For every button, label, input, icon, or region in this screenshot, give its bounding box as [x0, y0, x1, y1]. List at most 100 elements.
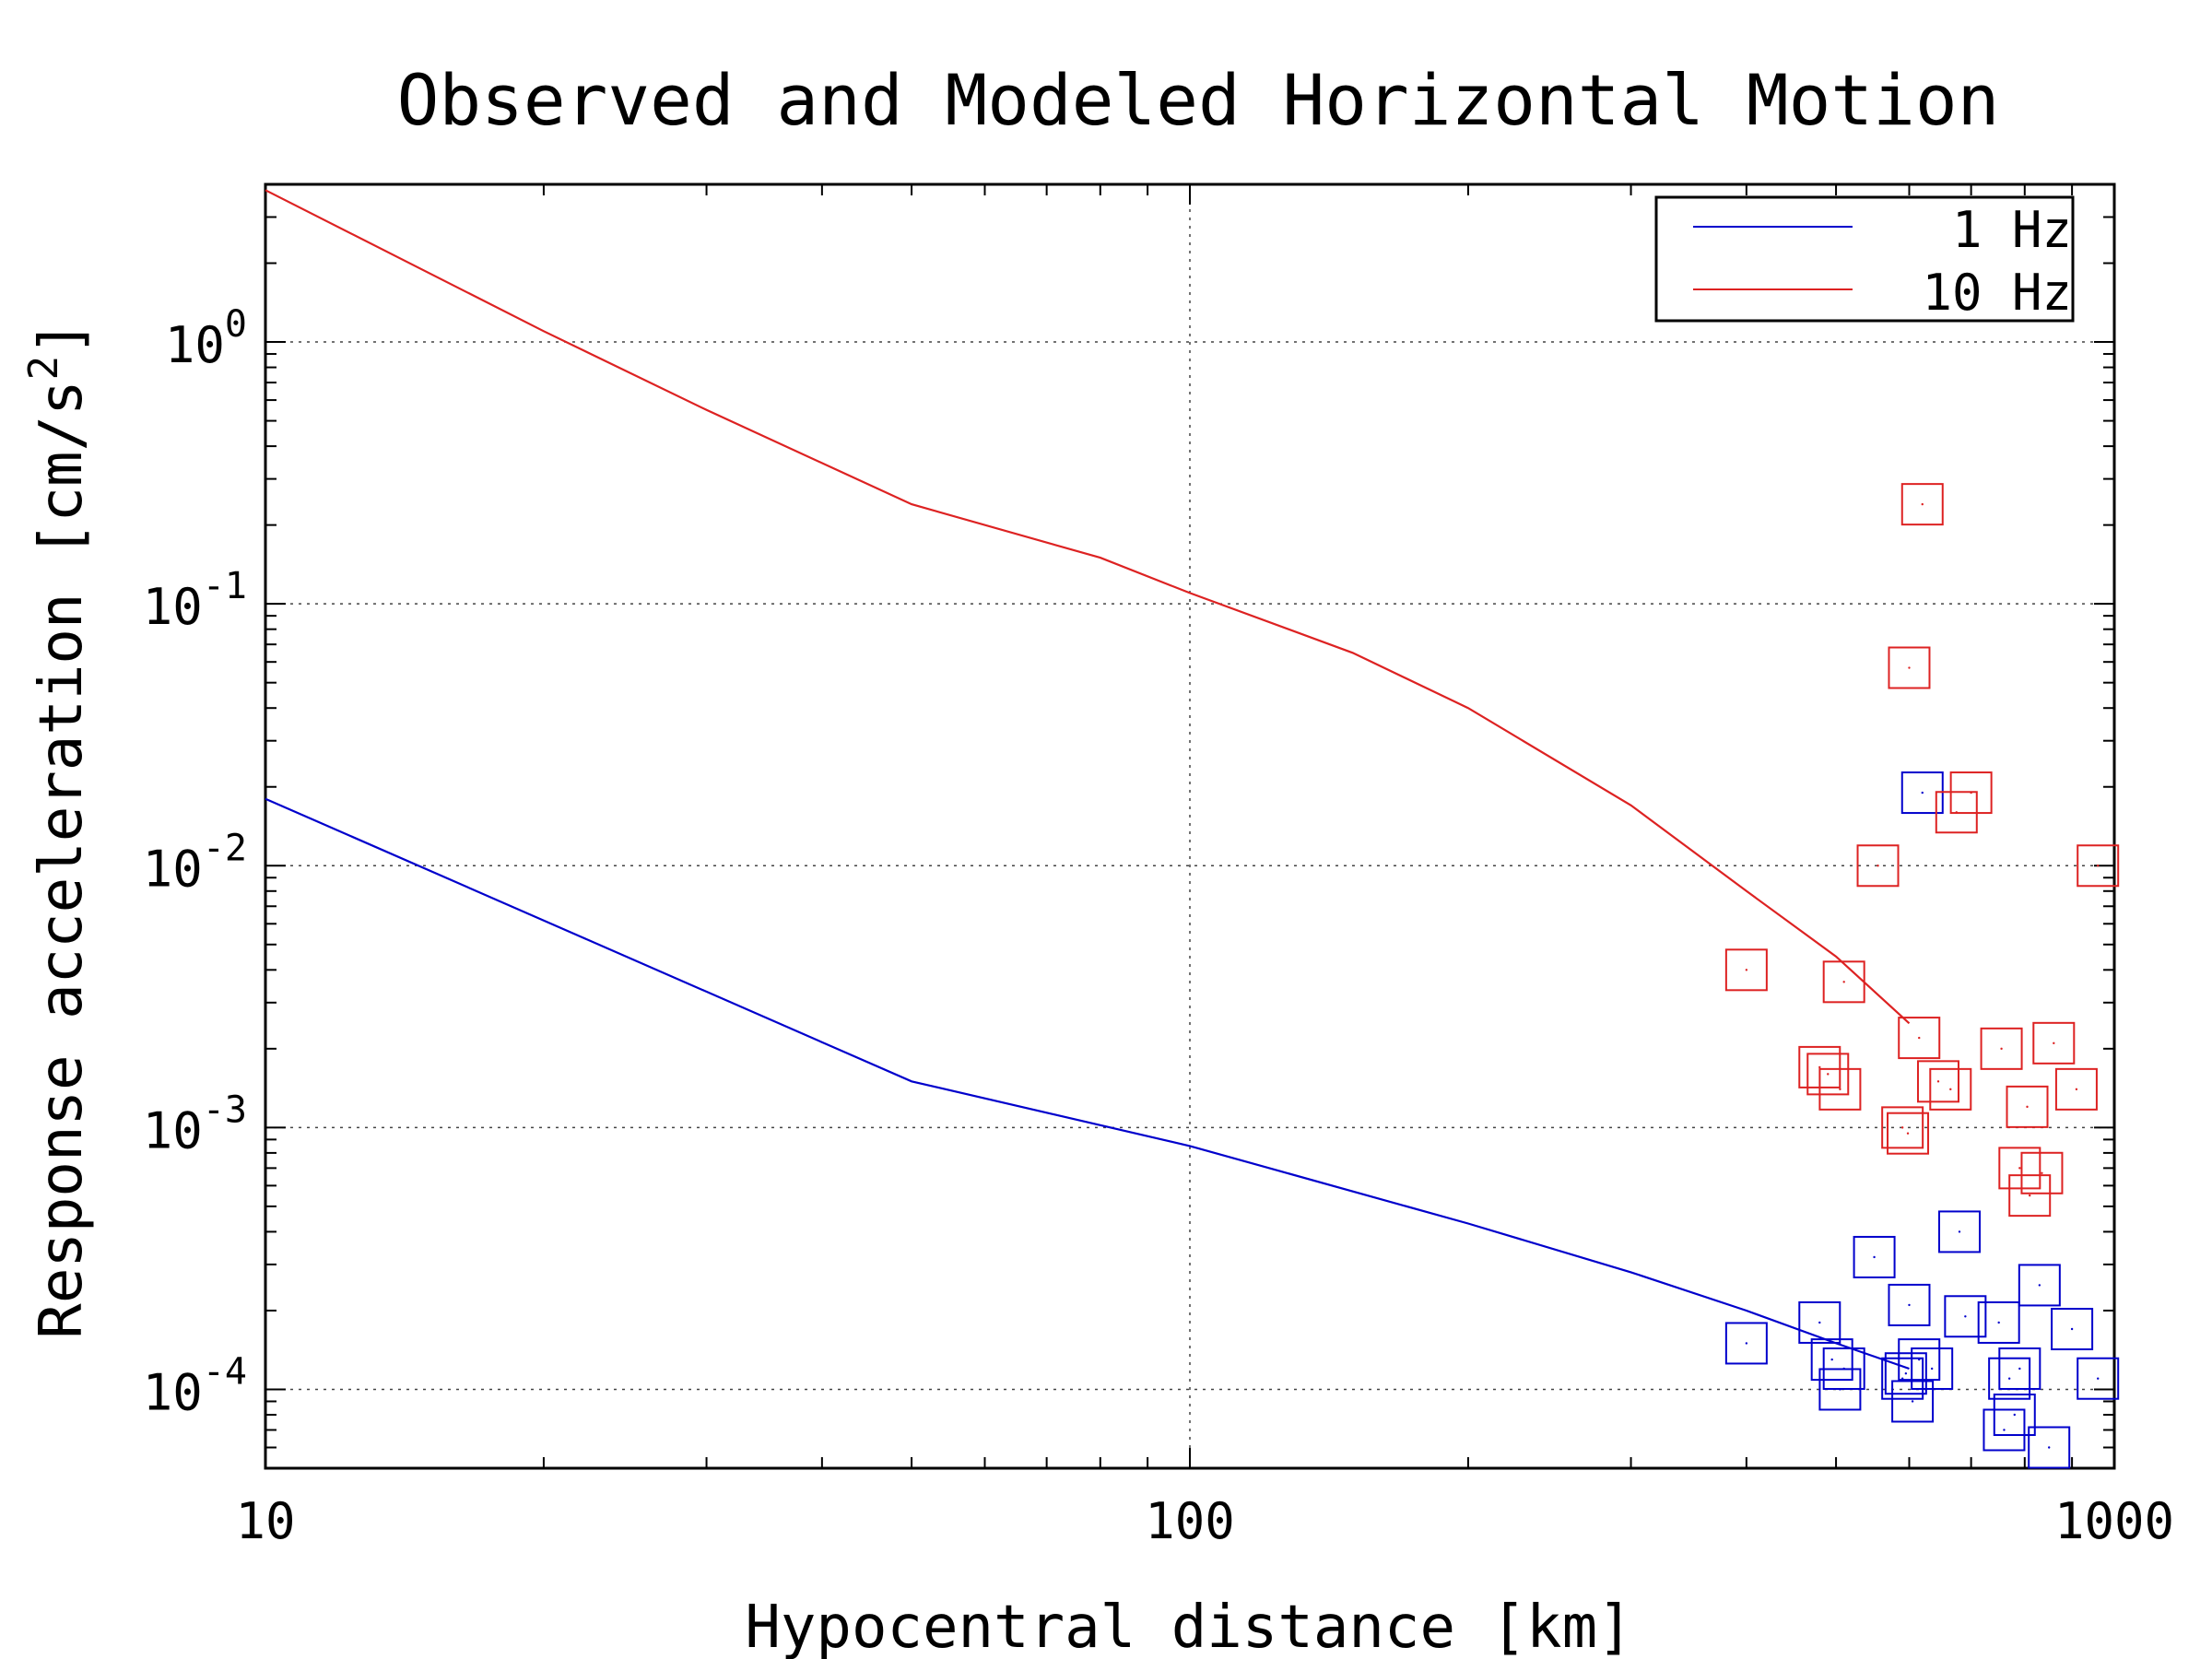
observed-point-center — [2018, 1167, 2021, 1170]
observed-point-center — [1830, 1358, 1833, 1361]
chart-title: Observed and Modeled Horizontal Motion — [397, 59, 2000, 141]
observed-point-center — [2018, 1367, 2021, 1371]
observed-point-center — [2007, 1377, 2011, 1380]
axis-ticks — [265, 183, 2114, 1469]
observed-point-center — [1818, 1065, 1821, 1069]
legend-label-10hz: 10 Hz — [1922, 264, 2072, 322]
y-tick-base: 10 — [143, 840, 203, 898]
observed-point-center — [1908, 1303, 1911, 1307]
observed-point-center — [2029, 1194, 2031, 1197]
observed-point — [2028, 1426, 2071, 1469]
observed-point — [1898, 1017, 1941, 1060]
observed-point — [1822, 1347, 1865, 1390]
legend-label-1hz: 1 Hz — [1952, 201, 2072, 259]
y-axis-label-main: Response acceleration [cm/s — [28, 380, 96, 1338]
observed-point — [1798, 1300, 1841, 1344]
x-axis-label: Hypocentral distance [km] — [745, 1594, 1632, 1659]
series-layer — [265, 189, 2120, 1469]
observed-point-center — [1906, 1132, 1910, 1135]
observed-point-center — [1842, 1367, 1845, 1371]
y-tick-label: 10-4 — [143, 1350, 247, 1421]
observed-point-center — [1911, 1400, 1914, 1403]
observed-point-center — [2013, 1413, 2016, 1417]
observed-point-center — [2053, 1041, 2055, 1045]
observed-point-center — [2075, 1088, 2078, 1091]
observed-point-center — [2070, 1327, 2074, 1331]
observed-point-center — [1745, 1342, 1748, 1345]
observed-point-center — [1900, 1126, 1904, 1129]
observed-point — [1988, 1357, 2031, 1400]
observed-point-center — [1949, 1088, 1952, 1091]
observed-point-center — [1930, 1367, 1934, 1371]
observed-point-center — [1827, 1073, 1830, 1076]
observed-point — [1724, 948, 1768, 992]
observed-point — [1887, 1112, 1930, 1155]
legend-box — [1654, 195, 2075, 323]
observed-point — [1911, 1347, 1954, 1390]
observed-point — [1993, 1394, 2036, 1437]
observed-point — [1900, 483, 1944, 526]
observed-point-center — [1936, 1080, 1940, 1083]
observed-point — [2020, 1151, 2064, 1194]
observed-point-center — [1839, 1088, 1841, 1091]
observed-point — [2077, 844, 2120, 888]
observed-point — [1949, 771, 1993, 815]
observed-point — [2018, 1264, 2061, 1307]
observed-point-center — [1904, 1372, 1908, 1375]
y-tick-exponent: -3 — [203, 1088, 247, 1131]
observed-point-center — [2000, 1047, 2003, 1051]
y-tick-label: 10-1 — [143, 565, 247, 636]
observed-point — [2054, 1067, 2098, 1111]
observed-point — [1916, 1060, 1959, 1103]
series-1 — [265, 189, 2120, 1218]
y-tick-base: 10 — [143, 1363, 203, 1421]
observed-point — [1856, 844, 1900, 888]
y-tick-label: 100 — [165, 303, 247, 374]
y-axis-label-end: ] — [28, 320, 96, 356]
observed-point-center — [2003, 1429, 2006, 1431]
x-tick-label: 100 — [1145, 1492, 1235, 1550]
observed-point — [1998, 1147, 2041, 1190]
y-tick-exponent: -2 — [203, 827, 247, 869]
observed-point — [2032, 1021, 2076, 1065]
observed-point — [1980, 1027, 2023, 1070]
observed-point — [1898, 1338, 1941, 1382]
observed-point — [2006, 1085, 2049, 1128]
y-tick-exponent: 0 — [225, 303, 247, 346]
observed-point — [1884, 1352, 1927, 1395]
observed-point-center — [1921, 791, 1924, 794]
grid-lines — [265, 184, 2114, 1468]
observed-point — [1881, 1106, 1924, 1149]
y-tick-base: 10 — [143, 578, 203, 636]
observed-point — [2077, 1357, 2120, 1400]
observed-point-center — [2038, 1284, 2041, 1287]
observed-point-center — [2041, 1171, 2043, 1174]
observed-point — [1938, 1210, 1982, 1253]
observed-point-center — [1918, 1358, 1921, 1361]
y-tick-label: 10-2 — [143, 827, 247, 898]
y-axis-label: Response acceleration [cm/s2] — [20, 320, 96, 1338]
observed-point — [1881, 1357, 1924, 1400]
y-tick-base: 10 — [143, 1101, 203, 1159]
observed-point — [1977, 1300, 2020, 1344]
observed-point-center — [2048, 1446, 2051, 1449]
observed-point — [1944, 1295, 1987, 1338]
observed-point-center — [1745, 969, 1748, 971]
model-line — [265, 797, 1910, 1371]
series-0 — [265, 771, 2120, 1469]
observed-point — [1888, 646, 1931, 689]
observed-point-center — [2097, 865, 2100, 867]
observed-point — [1810, 1338, 1853, 1382]
observed-point-center — [2026, 1105, 2029, 1109]
observed-point — [1983, 1408, 2026, 1452]
y-tick-label: 10-3 — [143, 1088, 247, 1159]
observed-point-center — [1842, 981, 1845, 983]
legend: 1 Hz 10 Hz — [1654, 195, 2075, 323]
observed-point — [1929, 1067, 1972, 1111]
model-line — [265, 189, 1911, 1025]
observed-point — [1888, 1283, 1931, 1326]
observed-point-center — [1818, 1321, 1821, 1324]
observed-point — [1806, 1053, 1850, 1096]
